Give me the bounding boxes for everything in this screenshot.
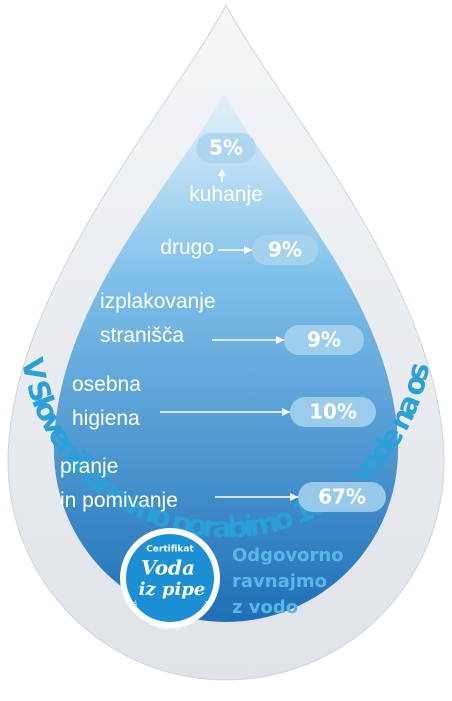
value-label: 5% <box>209 136 243 160</box>
category-label: kuhanje <box>189 183 263 206</box>
arrow-head <box>218 169 226 176</box>
slogan: ravnajmo <box>232 571 327 592</box>
badge-logo: iz pipe <box>139 579 206 600</box>
arrow-head <box>244 246 252 254</box>
value-pill <box>284 325 364 355</box>
label-line: kuhanje <box>189 183 263 206</box>
arrow-head <box>290 493 298 501</box>
value-pill <box>196 133 256 163</box>
arrow-head <box>282 408 290 416</box>
label-line: stranišča <box>100 324 184 347</box>
label-line: higiena <box>72 407 140 430</box>
slogan: z vodo <box>232 597 298 618</box>
value-pill <box>252 235 318 265</box>
badge: Certifikat Voda iz pipe Zbornica komunal… <box>120 528 220 632</box>
value-pill <box>290 397 376 427</box>
value-label: 67% <box>318 485 366 509</box>
badge-logo: Voda <box>141 556 195 580</box>
label-line: in pomivanje <box>60 489 178 512</box>
badge-inner <box>126 534 214 622</box>
category-label: pranje in pomivanje <box>60 455 178 512</box>
arrow-head <box>276 336 284 344</box>
badge-top: Certifikat <box>146 545 194 555</box>
value-label: 9% <box>268 238 302 262</box>
label-line: drugo <box>160 236 214 259</box>
slogan: Odgovorno <box>232 545 344 566</box>
category-label: osebna higiena <box>72 373 141 430</box>
category-label: izplakovanje stranišča <box>100 290 216 347</box>
label-line: pranje <box>60 455 118 478</box>
value-pill <box>298 482 386 512</box>
value-label: 10% <box>309 400 357 424</box>
label-line: osebna <box>72 373 141 396</box>
label-line: izplakovanje <box>100 290 216 313</box>
value-label: 9% <box>307 328 341 352</box>
category-label: drugo <box>160 236 214 259</box>
